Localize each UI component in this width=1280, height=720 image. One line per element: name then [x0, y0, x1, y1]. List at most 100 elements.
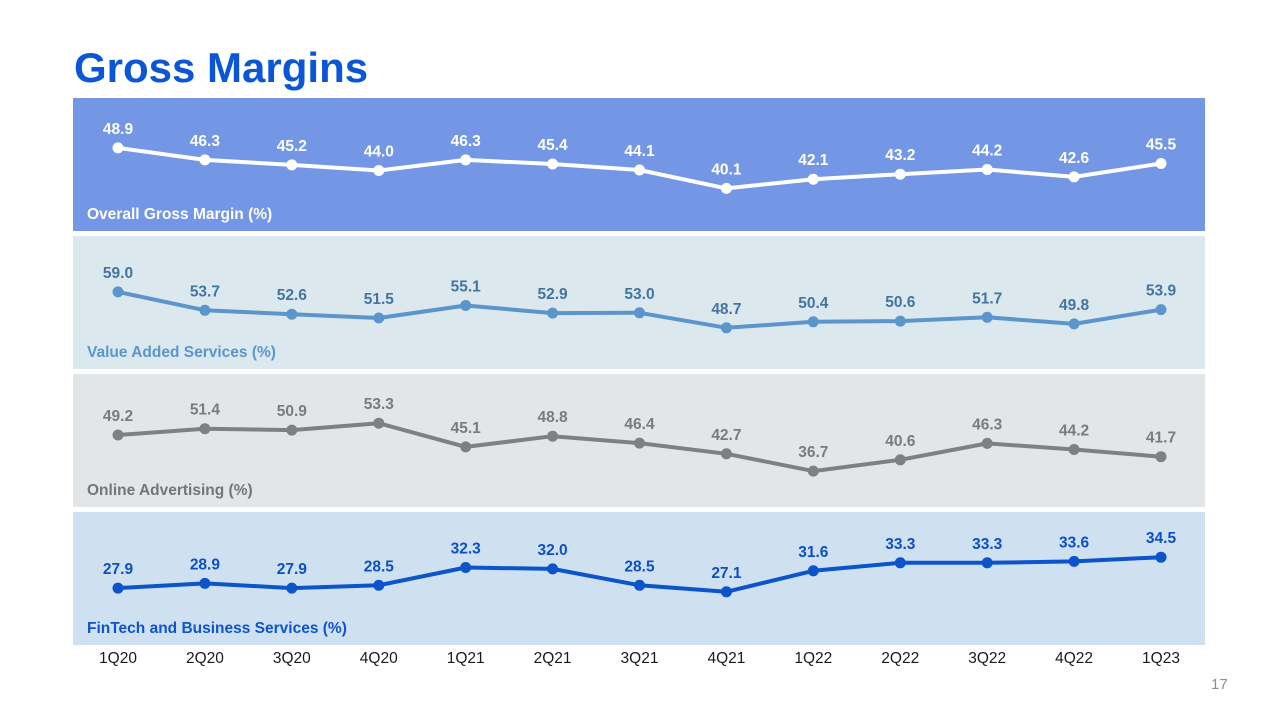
- data-point: [720, 182, 732, 194]
- value-label: 45.4: [538, 137, 569, 154]
- series-label-fintech-business-services: FinTech and Business Services (%): [87, 620, 347, 637]
- value-label: 53.3: [364, 396, 395, 413]
- value-label: 43.2: [885, 147, 915, 164]
- value-label: 33.3: [885, 536, 916, 553]
- data-point: [894, 454, 906, 466]
- page-title: Gross Margins: [74, 44, 369, 91]
- data-point: [807, 173, 819, 185]
- value-label: 46.4: [624, 416, 655, 433]
- data-point: [894, 557, 906, 569]
- data-point: [460, 441, 472, 453]
- data-point: [981, 164, 993, 175]
- value-label: 46.3: [972, 416, 1003, 433]
- data-point: [547, 563, 559, 575]
- value-label: 49.8: [1059, 297, 1090, 314]
- data-point: [1155, 304, 1167, 316]
- gross-margins-chart: 48.9 46.3 45.2 44.0 46.3 45.4 44.1 40.1 42.1 43.2…: [73, 98, 1205, 673]
- data-point: [547, 158, 559, 170]
- value-label: 32.0: [538, 542, 568, 559]
- data-point: [981, 437, 993, 449]
- data-point: [112, 142, 124, 154]
- value-label: 53.9: [1146, 283, 1177, 300]
- x-tick-4Q22: 4Q22: [1055, 650, 1094, 667]
- data-point: [720, 322, 732, 334]
- value-label: 55.1: [451, 279, 482, 296]
- value-label: 45.5: [1146, 137, 1177, 154]
- data-point: [1068, 318, 1080, 330]
- value-label: 48.9: [103, 121, 134, 138]
- value-label: 41.7: [1146, 430, 1176, 447]
- value-label: 27.1: [711, 565, 742, 582]
- value-label: 53.0: [624, 286, 654, 303]
- data-point: [634, 307, 645, 319]
- data-point: [547, 430, 559, 442]
- value-label: 27.9: [103, 561, 134, 578]
- value-label: 49.2: [103, 408, 133, 425]
- data-point: [460, 300, 472, 311]
- value-label: 51.4: [190, 402, 221, 419]
- data-point: [199, 154, 211, 166]
- value-label: 44.2: [1059, 423, 1089, 440]
- value-label: 52.6: [277, 287, 308, 304]
- value-label: 28.5: [364, 558, 395, 575]
- band-overall-gross-margin: 48.9 46.3 45.2 44.0 46.3 45.4 44.1 40.1 42.1 43.2…: [73, 98, 1205, 231]
- band-fintech-business-services: 27.9 28.9 27.9 28.5 32.3 32.0 28.5 27.1 31.6 33.3…: [73, 512, 1205, 645]
- data-point: [1155, 158, 1167, 169]
- x-tick-2Q22: 2Q22: [881, 650, 920, 667]
- online-advertising-line: 49.2 51.4 50.9 53.3 45.1 48.8 46.4 42.7 36.7 40.6…: [103, 396, 1176, 477]
- value-label: 33.6: [1059, 534, 1090, 551]
- value-label: 28.9: [190, 556, 221, 573]
- value-label: 52.9: [538, 286, 569, 303]
- data-point: [199, 577, 211, 589]
- fintech-business-services-line: 27.9 28.9 27.9 28.5 32.3 32.0 28.5 27.1 31.6 33.3…: [103, 530, 1176, 598]
- value-label: 33.3: [972, 536, 1003, 553]
- value-label: 48.7: [711, 301, 741, 318]
- value-label: 53.7: [190, 283, 220, 300]
- data-point: [286, 582, 298, 594]
- x-tick-4Q20: 4Q20: [359, 650, 398, 667]
- series-label-value-added-services: Value Added Services (%): [87, 344, 276, 361]
- data-point: [981, 557, 993, 569]
- value-label: 45.2: [277, 138, 307, 155]
- data-point: [807, 316, 819, 328]
- data-point: [547, 307, 559, 319]
- x-tick-1Q21: 1Q21: [446, 650, 485, 667]
- value-label: 51.7: [972, 290, 1002, 307]
- overall-gross-margin-line: 48.9 46.3 45.2 44.0 46.3 45.4 44.1 40.1 42.1 43.2…: [103, 121, 1177, 194]
- data-point: [1068, 555, 1080, 567]
- data-point: [634, 164, 645, 176]
- data-point: [1068, 444, 1080, 455]
- value-label: 31.6: [798, 544, 829, 561]
- data-point: [460, 154, 472, 166]
- x-tick-2Q21: 2Q21: [533, 650, 572, 667]
- value-label: 50.9: [277, 403, 308, 420]
- x-tick-1Q22: 1Q22: [794, 650, 833, 667]
- value-label: 44.0: [364, 144, 394, 161]
- value-label: 32.3: [451, 541, 482, 558]
- value-label: 27.9: [277, 561, 308, 578]
- x-tick-1Q20: 1Q20: [99, 650, 137, 667]
- data-point: [460, 562, 472, 573]
- data-point: [807, 465, 819, 477]
- data-point: [373, 417, 385, 429]
- data-point: [373, 165, 385, 176]
- data-point: [286, 424, 298, 436]
- data-point: [807, 565, 819, 577]
- value-label: 44.1: [624, 143, 655, 160]
- data-point: [894, 315, 906, 327]
- value-label: 40.1: [711, 161, 742, 178]
- value-label: 46.3: [190, 133, 221, 150]
- value-label: 48.8: [538, 409, 569, 426]
- value-label: 51.5: [364, 291, 395, 308]
- value-label: 42.6: [1059, 150, 1090, 167]
- value-label: 44.2: [972, 143, 1002, 160]
- band-online-advertising: 49.2 51.4 50.9 53.3 45.1 48.8 46.4 42.7 36.7 40.6…: [73, 374, 1205, 507]
- value-label: 46.3: [451, 133, 482, 150]
- value-label: 45.1: [451, 420, 482, 437]
- series-label-overall-gross-margin: Overall Gross Margin (%): [87, 206, 273, 223]
- value-label: 42.7: [711, 427, 741, 444]
- x-tick-1Q23: 1Q23: [1142, 650, 1180, 667]
- value-label: 28.5: [624, 558, 655, 575]
- value-added-services-line: 59.0 53.7 52.6 51.5 55.1 52.9 53.0 48.7 50.4 50.6…: [103, 265, 1177, 334]
- series-label-online-advertising: Online Advertising (%): [87, 482, 253, 499]
